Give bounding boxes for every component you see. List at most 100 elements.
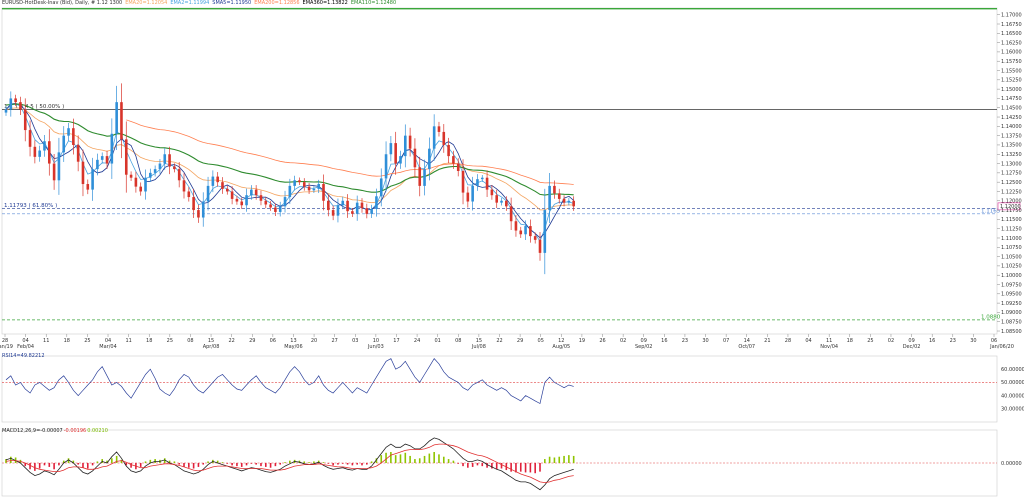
candle-body-24 xyxy=(120,102,123,140)
macd-histogram-bar-34 xyxy=(168,460,171,463)
time-tick-label-31: 09 xyxy=(641,338,647,344)
macd-histogram-bar-23 xyxy=(115,455,118,463)
candle-body-110 xyxy=(533,236,537,240)
time-tick-label-41: 18 xyxy=(847,338,853,344)
moving-averages xyxy=(5,102,574,243)
candle-body-65 xyxy=(317,184,321,189)
candle-body-77 xyxy=(375,196,378,209)
time-tick-label-22: 08 xyxy=(455,338,461,344)
price-tick-label-1: 1.16750 xyxy=(1001,22,1022,28)
candle-body-43 xyxy=(211,176,215,186)
symbol-label: EURUSD-HotDesk-Inav (Bid), Daily, # 1.12… xyxy=(2,0,123,6)
price-axis[interactable]: 1.17000 1.16750 1.16500 1.16250 1.16000 1.157… xyxy=(997,12,1022,335)
candle-body-92 xyxy=(447,144,450,157)
time-tick-label-45: 16 xyxy=(929,338,935,344)
time-tick-label-2: 11 xyxy=(43,338,49,344)
macd-histogram-bar-59 xyxy=(289,460,291,463)
price-tick-label-20: 1.12000 xyxy=(1001,199,1022,205)
candle-body-21 xyxy=(105,156,109,164)
macd-histogram-bar-49 xyxy=(240,463,243,467)
candle-body-9 xyxy=(47,141,51,164)
candle-body-20 xyxy=(100,156,104,160)
time-tick-label-38: 28 xyxy=(785,338,791,344)
macd-histogram-bar-24 xyxy=(120,459,123,463)
candle-body-48 xyxy=(235,198,239,202)
macd-histogram-bar-70 xyxy=(341,463,344,464)
macd-histogram-bar-103 xyxy=(500,463,503,469)
macd-histogram-bar-108 xyxy=(524,463,527,473)
price-tick-label-13: 1.13750 xyxy=(1001,133,1022,139)
macd-histogram-bar-107 xyxy=(519,463,522,472)
price-tick-label-8: 1.15000 xyxy=(1001,87,1022,93)
time-tick-label-18: 10 xyxy=(373,338,379,344)
time-tick-label-32: 16 xyxy=(661,338,667,344)
candle-body-80 xyxy=(389,143,393,155)
candle-body-1 xyxy=(9,98,13,110)
month-label-9: Oct/07 xyxy=(738,344,755,350)
candle-body-118 xyxy=(572,200,575,207)
panel-frame-0 xyxy=(1,7,998,335)
time-tick-label-5: 04 xyxy=(105,338,111,344)
rsi-tick-label-2: 40.00000 xyxy=(1001,393,1024,399)
time-tick-label-44: 09 xyxy=(908,338,914,344)
price-tick-label-27: 1.10250 xyxy=(1001,264,1022,270)
macd-histogram-bar-116 xyxy=(563,455,565,463)
macd-value-0: MACD12,26,9=-0.00007 xyxy=(2,428,63,434)
candle-body-60 xyxy=(293,180,296,186)
panel-frames xyxy=(1,7,998,497)
macd-histogram-bar-67 xyxy=(327,463,330,464)
candle-body-41 xyxy=(201,201,205,218)
price-tick-label-4: 1.16000 xyxy=(1001,50,1022,56)
candle-body-93 xyxy=(452,156,455,164)
candle-body-13 xyxy=(67,128,70,136)
month-label-0: Jan/19 xyxy=(0,344,13,350)
time-tick-label-47: 30 xyxy=(970,338,976,344)
macd-histogram-bar-101 xyxy=(491,463,493,469)
candle-body-30 xyxy=(149,172,152,178)
price-tick-label-26: 1.10500 xyxy=(1001,254,1022,260)
time-tick-label-14: 13 xyxy=(290,338,296,344)
indicator-value-1: EMA2=1.11994 xyxy=(170,0,210,6)
time-tick-label-33: 23 xyxy=(682,338,688,344)
candle-body-25 xyxy=(124,139,128,175)
time-tick-label-15: 20 xyxy=(311,338,317,344)
macd-histogram-bar-84 xyxy=(409,455,411,463)
macd-histogram-bar-16 xyxy=(82,463,84,468)
time-tick-label-19: 17 xyxy=(393,338,399,344)
time-tick-label-43: 02 xyxy=(888,338,894,344)
indicator-legend: EMA20=1.12054 EMA2=1.11994 SMA5=1.11950 EMA… xyxy=(125,0,399,6)
macd-histogram-bar-115 xyxy=(558,456,561,463)
macd-histogram-bar-72 xyxy=(351,463,354,466)
overlay-sma5 xyxy=(5,102,574,239)
macd-histogram-bar-11 xyxy=(58,463,60,466)
macd-histogram-bar-82 xyxy=(399,454,402,463)
macd-histogram-bar-74 xyxy=(361,463,363,466)
month-label-12: Jan/06/20 xyxy=(989,344,1014,350)
macd-histogram-bar-51 xyxy=(250,463,253,464)
price-level-label-2: 1.1165 xyxy=(981,208,1001,214)
macd-histogram-bar-64 xyxy=(313,461,315,463)
time-tick-label-42: 25 xyxy=(867,338,873,344)
candle-body-34 xyxy=(168,154,171,167)
macd-histogram-bar-29 xyxy=(144,461,147,463)
panel-frame-1 xyxy=(1,355,998,423)
price-tick-label-28: 1.10000 xyxy=(1001,273,1022,279)
macd-histogram-bar-40 xyxy=(197,463,200,467)
time-axis[interactable]: 28 04 11 18 25 04 11 18 25 08 15 22 29 06 13 20 27 03 10 17… xyxy=(0,334,1014,350)
macd-histogram-bar-79 xyxy=(385,452,387,463)
macd-histogram-bar-12 xyxy=(62,460,65,463)
time-tick-label-4: 25 xyxy=(84,338,90,344)
candle-body-69 xyxy=(336,205,340,216)
candle-body-38 xyxy=(187,191,191,198)
macd-histogram-bar-33 xyxy=(163,458,166,463)
macd-histogram-bar-57 xyxy=(279,463,282,465)
macd-value-1: -0.00196 xyxy=(63,428,87,434)
candle-body-54 xyxy=(264,200,268,205)
candle-body-17 xyxy=(86,184,90,190)
candle-body-62 xyxy=(302,182,306,187)
macd-histogram-bar-113 xyxy=(548,456,551,463)
macd-histogram-bar-17 xyxy=(86,463,89,469)
macd-histogram-bar-100 xyxy=(486,463,488,468)
month-label-2: Mar/04 xyxy=(99,344,116,350)
macd-histogram-bar-1 xyxy=(10,456,12,463)
